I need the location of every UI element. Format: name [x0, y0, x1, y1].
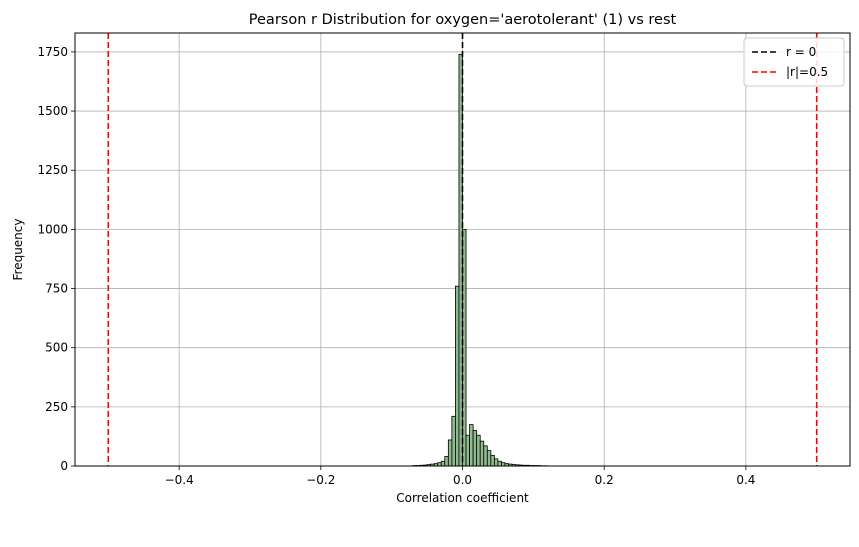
x-tick-label: 0.0: [453, 473, 472, 487]
x-axis-label: Correlation coefficient: [396, 491, 529, 505]
histogram-bar: [469, 424, 474, 467]
legend: r = 0 |r|=0.5: [743, 37, 845, 87]
chart-title: Pearson r Distribution for oxygen='aerot…: [249, 12, 677, 28]
histogram-bar: [497, 460, 502, 467]
reference-lines: [107, 33, 818, 466]
histogram-bar: [440, 460, 446, 467]
histogram-bar: [444, 456, 449, 467]
histogram-bar: [493, 458, 499, 467]
x-axis-ticks: −0.4 −0.2 0.0 0.2 0.4: [165, 466, 755, 487]
legend-label: |r|=0.5: [786, 65, 828, 79]
y-tick-label: 1250: [37, 163, 68, 177]
y-tick-label: 750: [45, 282, 68, 296]
x-tick-label: 0.2: [595, 473, 614, 487]
x-tick-label: −0.4: [165, 473, 194, 487]
histogram-bar: [455, 285, 460, 467]
histogram-bar: [483, 445, 488, 467]
y-tick-label: 0: [60, 459, 68, 473]
histogram-bar: [479, 440, 485, 467]
x-tick-label: 0.4: [736, 473, 755, 487]
y-tick-label: 500: [45, 341, 68, 355]
histogram-bar: [451, 415, 456, 467]
histogram-bar: [490, 454, 495, 467]
y-tick-label: 1000: [37, 222, 68, 236]
x-tick-label: −0.2: [306, 473, 335, 487]
y-tick-label: 1500: [37, 104, 68, 118]
histogram-bar: [476, 434, 481, 467]
legend-box: [743, 37, 845, 87]
histogram-bars: [412, 53, 548, 467]
histogram-bar: [472, 430, 478, 467]
y-tick-label: 250: [45, 400, 68, 414]
legend-label: r = 0: [786, 45, 816, 59]
histogram-bar: [465, 434, 470, 467]
y-axis-ticks: 0 250 500 750 1000 1250 1500 1750: [37, 45, 75, 473]
histogram-bar: [486, 450, 492, 467]
histogram-bar: [447, 439, 453, 467]
y-tick-label: 1750: [37, 45, 68, 59]
y-axis-label: Frequency: [11, 219, 25, 281]
